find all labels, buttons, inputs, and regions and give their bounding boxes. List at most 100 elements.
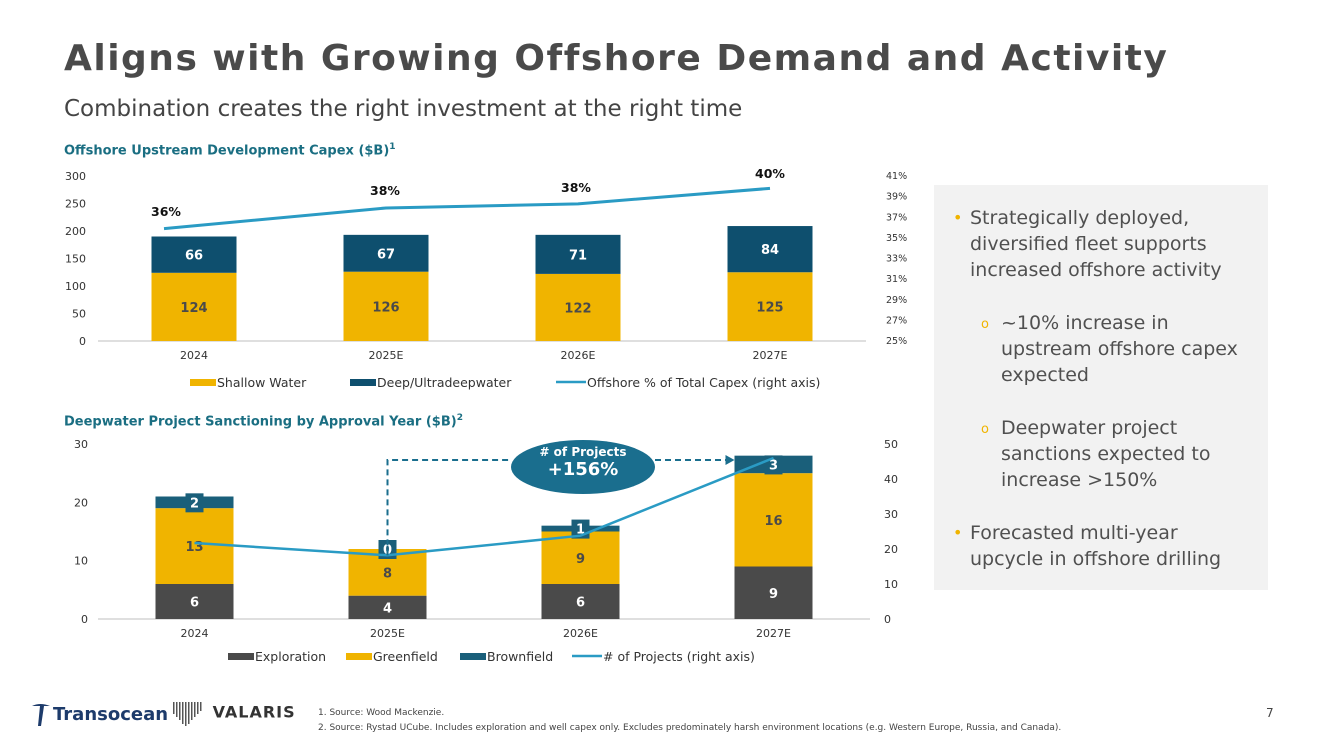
sanction-bar-label: 6 xyxy=(576,596,585,611)
sanction-bar-label: 2 xyxy=(190,496,199,511)
bullet-sanctions: o Deepwater project sanctions expected t… xyxy=(981,415,1211,493)
capex-x-tick: 2026E xyxy=(561,349,596,362)
capex-bar-label: 125 xyxy=(756,301,783,316)
sanction-bar-label: 3 xyxy=(769,458,778,473)
sanctioning-chart-title: Deepwater Project Sanctioning by Approva… xyxy=(64,413,463,429)
capex-legend-label: Deep/Ultradeepwater xyxy=(377,375,512,390)
sanction-bar-exploration xyxy=(541,584,620,619)
sanction-y2-tick: 50 xyxy=(884,438,898,451)
capex-y2-tick: 35% xyxy=(886,233,907,244)
bullet-capex: o ~10% increase in upstream offshore cap… xyxy=(981,310,1238,388)
capex-x-tick: 2027E xyxy=(753,349,788,362)
bullet-line: upcycle in offshore drilling xyxy=(970,548,1222,570)
bullet-line: expected xyxy=(1001,364,1089,386)
bullet-line: Strategically deployed, xyxy=(970,207,1190,229)
page-number: 7 xyxy=(1266,706,1274,720)
sanction-y-tick: 0 xyxy=(81,613,88,626)
sanction-y-tick: 30 xyxy=(74,438,88,451)
bullet-line: sanctions expected to xyxy=(1001,443,1211,465)
capex-y2-tick: 31% xyxy=(886,274,907,285)
capex-bar-shallow xyxy=(727,272,813,341)
capex-y-tick: 250 xyxy=(65,198,86,211)
capex-bar-label: 66 xyxy=(185,249,203,264)
capex-bar-deep xyxy=(535,234,621,274)
footnote-1: 1. Source: Wood Mackenzie. xyxy=(318,708,445,718)
callout-connector-left xyxy=(386,459,511,556)
capex-x-tick: 2025E xyxy=(369,349,404,362)
valaris-logo-text: VALARIS xyxy=(212,702,296,722)
sanction-y2-tick: 20 xyxy=(884,543,898,556)
bullet-dot: • xyxy=(953,523,963,542)
transocean-logo-text: Transocean xyxy=(53,704,169,725)
valaris-mark-icon xyxy=(173,702,202,727)
capex-chart-title-text: Offshore Upstream Development Capex ($B) xyxy=(64,143,390,159)
capex-bar-label: 71 xyxy=(569,248,587,263)
capex-bar-label: 84 xyxy=(761,243,779,258)
bullet-ring: o xyxy=(981,317,989,332)
capex-y2-tick: 33% xyxy=(886,254,907,265)
sanctioning-chart: 0 10 20 30 0 10 20 30 40 50 2024 2025E 2026E 2027E 6 1 3… xyxy=(74,438,898,664)
sanction-legend-label: Exploration xyxy=(255,649,326,664)
capex-share-label: 36% xyxy=(151,204,181,219)
bullet-line: increase >150% xyxy=(1001,469,1158,491)
sanction-bar-greenfield xyxy=(734,473,813,567)
capex-legend-swatch xyxy=(190,379,216,386)
footnotes: 1. Source: Wood Mackenzie. 2. Source: Ry… xyxy=(318,706,1061,736)
sanctioning-chart-title-sup: 2 xyxy=(456,413,463,423)
capex-bar-shallow xyxy=(151,272,237,341)
capex-legend-label: Shallow Water xyxy=(217,375,307,390)
sanction-bar-label: 9 xyxy=(769,587,778,602)
page-subtitle: Combination creates the right investment… xyxy=(64,96,743,122)
sanction-bar-label: 4 xyxy=(383,601,392,616)
badge-value: +156% xyxy=(547,459,619,480)
bullet-line: diversified fleet supports xyxy=(970,233,1207,255)
bullet-upcycle: • Forecasted multi-year upcycle in offsh… xyxy=(953,520,1222,572)
callout-arrowhead xyxy=(725,455,735,465)
sanction-legend-label: Greenfield xyxy=(373,649,438,664)
capex-y2-tick: 41% xyxy=(886,171,907,182)
capex-legend-swatch xyxy=(350,379,376,386)
capex-y-tick: 50 xyxy=(72,308,86,321)
sanctioning-chart-title-text: Deepwater Project Sanctioning by Approva… xyxy=(64,414,457,430)
sanction-projects-line xyxy=(194,456,774,557)
sanction-legend-swatch xyxy=(228,653,254,660)
capex-y-tick: 300 xyxy=(65,170,86,183)
valaris-logo: VALARIS xyxy=(172,700,296,727)
capex-bar-deep xyxy=(151,236,237,273)
footnote-2: 2. Source: Rystad UCube. Includes explor… xyxy=(318,723,1062,733)
capex-share-line xyxy=(163,186,771,231)
badge-label: # of Projects xyxy=(539,445,627,459)
capex-y2-tick: 25% xyxy=(886,336,907,347)
capex-bar-shallow xyxy=(535,273,621,341)
capex-chart-title: Offshore Upstream Development Capex ($B)… xyxy=(64,142,396,158)
sanction-x-tick: 2027E xyxy=(756,627,791,640)
key-points-panel: • Strategically deployed, diversified fl… xyxy=(934,185,1268,590)
capex-y-tick: 100 xyxy=(65,280,86,293)
capex-bar-label: 124 xyxy=(180,301,207,316)
bullet-line: ~10% increase in xyxy=(1001,312,1169,334)
bullet-line: upstream offshore capex xyxy=(1001,338,1238,360)
bullet-line: increased offshore activity xyxy=(970,259,1222,281)
sanction-bar-exploration xyxy=(734,566,813,619)
transocean-logo: Transocean xyxy=(30,702,168,728)
sanction-legend-label: Brownfield xyxy=(487,649,553,664)
sanction-legend-swatch xyxy=(460,653,486,660)
capex-y-tick: 200 xyxy=(65,225,86,238)
projects-growth-badge: # of Projects +156% xyxy=(511,440,655,494)
capex-chart-title-sup: 1 xyxy=(389,142,396,152)
bullet-dot: • xyxy=(953,208,963,227)
sanction-y2-tick: 0 xyxy=(884,613,891,626)
sanction-bar-label: 6 xyxy=(190,596,199,611)
sanction-x-tick: 2024 xyxy=(181,627,209,640)
capex-y-tick: 0 xyxy=(79,335,86,348)
capex-y2-tick: 27% xyxy=(886,315,907,326)
capex-share-label: 40% xyxy=(755,166,785,181)
sanction-y-tick: 20 xyxy=(74,496,88,509)
sanction-bar-label: 1 xyxy=(576,523,585,538)
sanction-bar-exploration xyxy=(155,584,234,619)
capex-bar-shallow xyxy=(343,271,429,341)
sanction-y-tick: 10 xyxy=(74,555,88,568)
sanction-bar-exploration xyxy=(348,595,427,619)
sanction-bar-label: 9 xyxy=(576,552,585,567)
capex-y2-tick: 39% xyxy=(886,192,907,203)
